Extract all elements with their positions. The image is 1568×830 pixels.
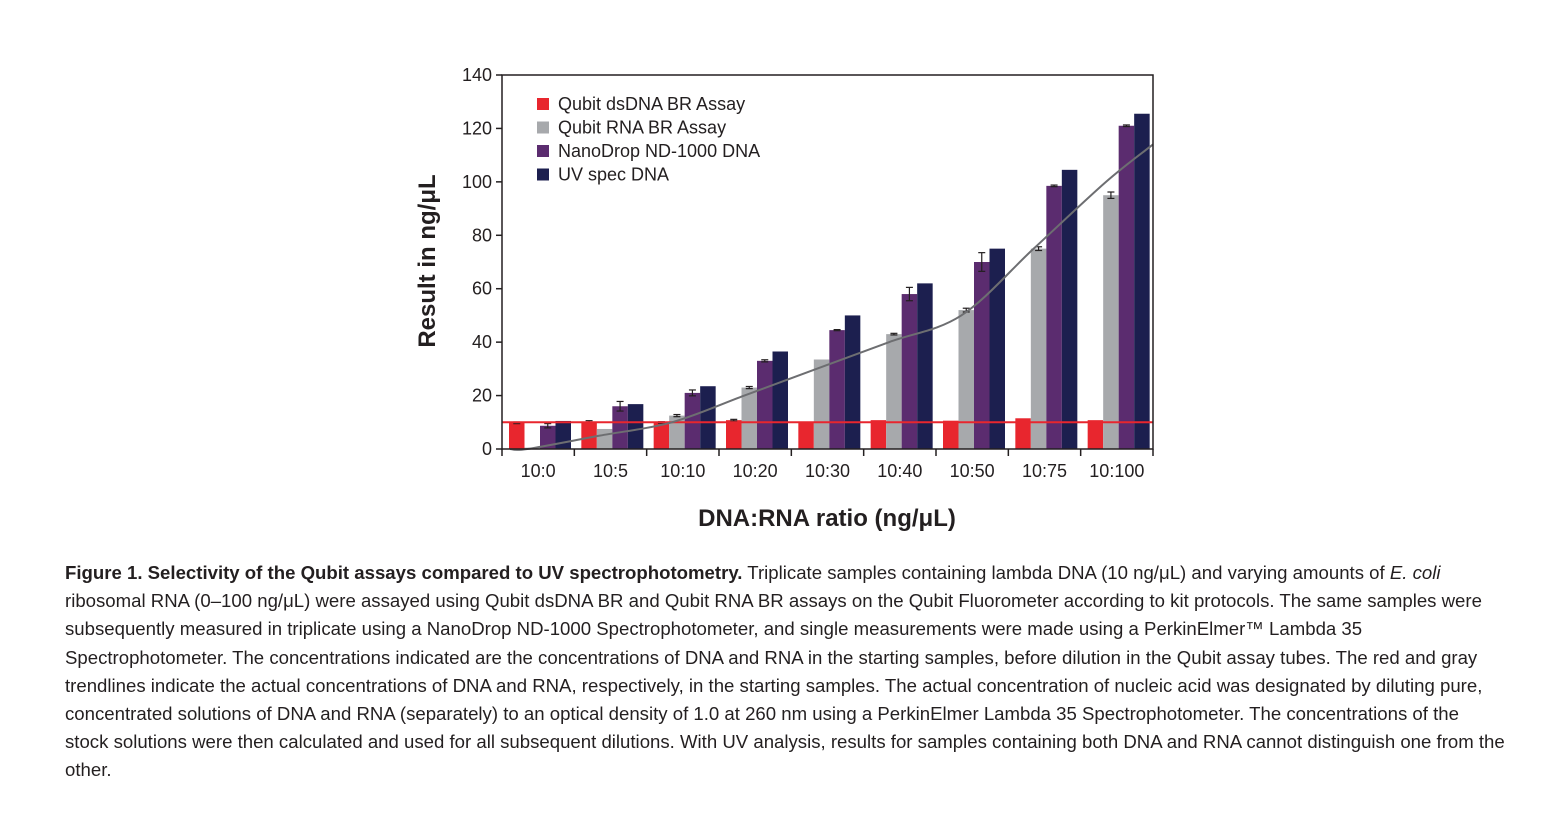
- x-tick-label: 10:0: [521, 461, 556, 481]
- bar-3-10-50: [974, 262, 990, 449]
- bar-1-10-75: [1015, 418, 1031, 449]
- bar-3-10-20: [757, 360, 773, 449]
- bar-4-10-75: [1061, 169, 1078, 450]
- legend-label: Qubit dsDNA BR Assay: [558, 94, 745, 114]
- bar-chart: 0 20 40 60 80 100 120 140 10:0 10:5 10:10 10:20 10:3…: [414, 65, 1154, 532]
- legend-label: Qubit RNA BR Assay: [558, 118, 726, 138]
- y-tick-label: 80: [472, 225, 492, 245]
- y-tick-label: 120: [462, 118, 492, 138]
- caption-species: E. coli: [1389, 562, 1441, 583]
- bar-2-10-40: [886, 334, 902, 449]
- bar-3-10-40: [901, 294, 918, 449]
- x-tick-label: 10:50: [950, 461, 995, 481]
- bar-4-10-50: [989, 248, 1005, 449]
- bars-layer: [509, 113, 1150, 450]
- bar-3-10-5: [612, 406, 628, 449]
- bar-3-10-100: [1118, 125, 1135, 449]
- bar-4-10-20: [772, 351, 788, 449]
- caption-title: Figure 1. Selectivity of the Qubit assay…: [65, 562, 743, 583]
- bar-1-10-10: [653, 422, 670, 449]
- bar-3-10-0: [540, 425, 556, 449]
- legend-swatch: [537, 121, 549, 134]
- axes-layer: 0 20 40 60 80 100 120 140 10:0 10:5 10:10 10:20 10:3…: [462, 65, 1154, 481]
- legend-swatch: [537, 168, 549, 181]
- rna-trendline: [509, 143, 1154, 451]
- y-tick-label: 20: [472, 386, 492, 406]
- bar-4-10-40: [917, 283, 933, 449]
- x-tick-label: 10:40: [877, 461, 922, 481]
- legend-swatch: [537, 98, 549, 110]
- bar-2-10-30: [813, 359, 830, 449]
- legend-label: UV spec DNA: [558, 165, 669, 185]
- bar-2-10-5: [596, 428, 613, 449]
- bar-3-10-75: [1046, 185, 1062, 449]
- y-tick-label: 140: [462, 65, 492, 85]
- y-tick-label: 0: [482, 439, 492, 459]
- bar-1-10-0: [509, 422, 525, 449]
- x-tick-label: 10:75: [1022, 461, 1067, 481]
- bar-2-10-20: [741, 387, 757, 449]
- legend-swatch: [537, 145, 549, 157]
- bar-4-10-10: [700, 386, 716, 449]
- y-axis-title: Result in ng/μL: [414, 174, 441, 347]
- x-tick-label: 10:100: [1089, 461, 1144, 481]
- bar-1-10-40: [870, 420, 887, 449]
- bar-2-10-10: [669, 415, 685, 449]
- plot-frame: [501, 74, 1154, 450]
- legend-label: NanoDrop ND-1000 DNA: [558, 141, 760, 161]
- x-tick-label: 10:5: [593, 461, 628, 481]
- bar-2-10-75: [1030, 248, 1047, 449]
- y-tick-label: 100: [462, 172, 492, 192]
- trendlines-layer: [502, 143, 1154, 451]
- x-tick-label: 10:10: [660, 461, 705, 481]
- bar-4-10-100: [1134, 113, 1150, 449]
- bar-4-10-30: [844, 315, 861, 449]
- y-tick-label: 40: [472, 332, 492, 352]
- legend: Qubit dsDNA BR Assay Qubit RNA BR Assay Na…: [537, 94, 760, 185]
- x-tick-label: 10:20: [733, 461, 778, 481]
- bar-3-10-30: [829, 330, 845, 449]
- bar-4-10-0: [555, 420, 571, 449]
- bar-1-10-50: [943, 420, 959, 449]
- bar-1-10-5: [581, 421, 597, 449]
- x-axis-title: DNA:RNA ratio (ng/μL): [698, 505, 956, 532]
- bar-3-10-10: [684, 392, 701, 449]
- bar-1-10-30: [798, 422, 814, 449]
- bar-4-10-5: [627, 404, 644, 449]
- caption-text-part2: ribosomal RNA (0–100 ng/μL) were assayed…: [65, 590, 1505, 781]
- bar-1-10-100: [1087, 420, 1104, 449]
- y-tick-label: 60: [472, 279, 492, 299]
- bar-2-10-50: [958, 310, 974, 449]
- figure-caption: Figure 1. Selectivity of the Qubit assay…: [65, 559, 1505, 785]
- caption-text-part1: Triplicate samples containing lambda DNA…: [742, 562, 1390, 583]
- x-tick-label: 10:30: [805, 461, 850, 481]
- bar-2-10-100: [1103, 195, 1119, 449]
- bar-1-10-20: [726, 420, 742, 449]
